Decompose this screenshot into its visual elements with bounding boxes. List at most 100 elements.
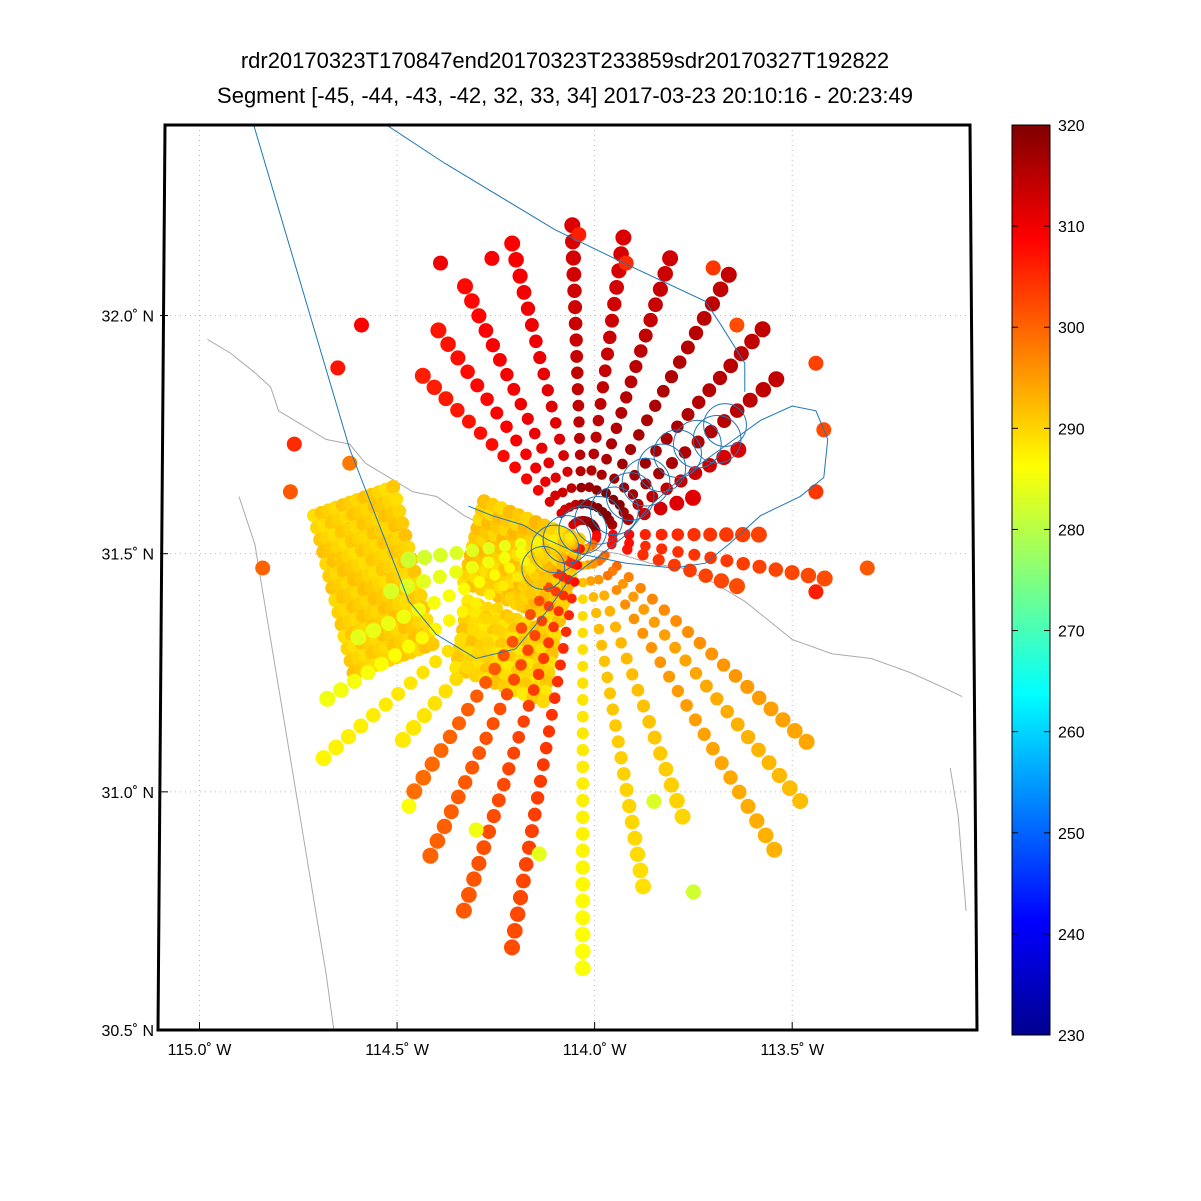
data-point [681,625,695,639]
data-point [575,910,591,926]
y-tick-label: 31.0˚ N [102,785,154,802]
data-point [449,565,463,579]
data-point [531,846,547,862]
data-point [596,639,608,651]
data-point [543,601,554,612]
data-point [486,717,500,731]
data-point [601,671,614,684]
data-point [681,408,695,421]
data-point [669,793,685,809]
data-point [575,466,586,477]
data-point [430,322,447,339]
data-point [450,789,466,805]
data-point [645,642,658,654]
data-point [648,297,663,313]
data-point [624,375,638,389]
data-point [859,560,875,576]
data-point [610,422,623,435]
data-point [674,808,691,825]
data-point [443,804,459,820]
data-point [553,606,564,617]
data-point [680,699,693,712]
data-point [808,355,824,371]
data-point [798,733,815,750]
data-point [436,818,453,835]
data-point [685,884,701,900]
data-point [354,317,369,333]
data-point [480,392,494,406]
flight-track-line [253,125,829,660]
data-point [740,679,755,694]
data-point [479,731,493,745]
data-point [574,960,591,977]
data-point [534,595,545,607]
data-point [450,403,465,418]
data-point [455,902,472,919]
data-point [545,400,558,413]
data-point [366,708,381,723]
data-point [577,627,588,638]
data-point [481,636,495,649]
data-point [575,926,591,943]
data-point [605,313,619,328]
data-point [622,544,633,555]
data-point [520,301,536,316]
data-point [500,688,514,701]
data-point [653,467,665,480]
coastline-segment [949,767,967,911]
data-point [507,746,521,760]
data-point [620,652,633,665]
data-point [656,384,670,398]
data-point [282,484,298,500]
data-point [509,461,521,474]
data-point [628,591,639,602]
data-point [617,458,628,470]
data-point [451,716,467,731]
data-point [575,893,591,909]
colorbar-tick-label: 230 [1058,1028,1085,1045]
data-point [560,626,572,638]
data-point [649,399,662,412]
data-point [353,718,369,734]
data-point [545,708,558,721]
data-point [482,556,495,569]
data-point [449,545,464,560]
data-point [731,784,747,800]
data-point [693,636,707,650]
data-point [533,351,547,365]
data-point [506,922,523,939]
data-point [461,887,477,903]
data-point [524,824,539,839]
data-point [655,528,668,541]
data-point [716,449,732,466]
data-point [705,260,721,276]
data-point [652,281,668,297]
colorbar-tick-label: 280 [1058,522,1085,539]
data-point [441,644,455,658]
data-point [775,712,791,728]
data-point [529,570,540,582]
data-point [614,751,628,765]
data-point [683,563,697,578]
data-point [532,484,544,496]
data-point [427,595,441,610]
data-point [704,296,720,312]
data-point [498,551,511,564]
data-point [816,570,833,587]
data-point [492,352,507,367]
data-point [671,684,685,698]
data-point [716,658,731,672]
data-point [466,871,482,887]
data-point [669,495,685,511]
data-point [646,793,662,809]
data-point [593,574,604,585]
data-point [507,382,521,396]
data-point [557,643,569,654]
data-point [601,488,612,499]
data-point [584,482,595,493]
data-point [569,333,583,347]
data-point [588,448,600,460]
data-point [615,637,627,649]
data-point [508,673,520,686]
data-point [543,637,555,649]
